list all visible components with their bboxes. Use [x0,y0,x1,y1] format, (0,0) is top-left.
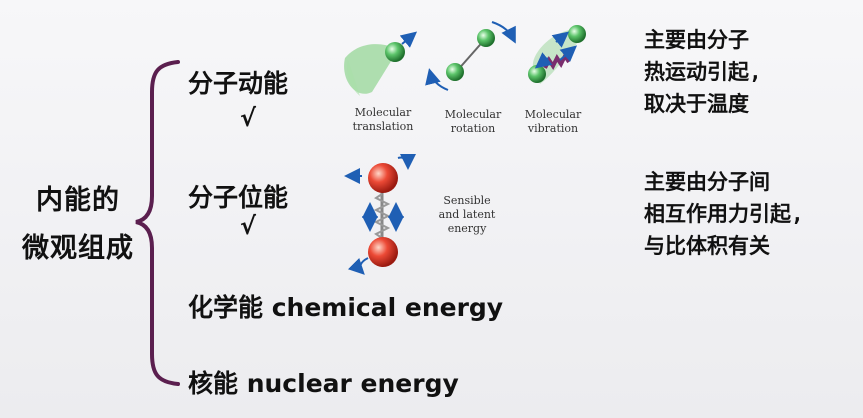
item-chemical-energy: 化学能 chemical energy [188,293,504,322]
translation-icon [344,31,418,96]
note-potential: 主要由分子间 相互作用力引起, 与比体积有关 [644,170,804,258]
item-potential-energy: 分子位能 [188,183,289,212]
title-line1: 内能的 [36,185,120,216]
item-nuclear-energy: 核能 nuclear energy [188,369,459,398]
caption-vibration: Molecular vibration [524,108,582,135]
item-kinetic-energy: 分子动能 [188,69,289,98]
note-kinetic: 主要由分子 热运动引起, 取决于温度 [644,28,762,116]
caption-translation: Molecular translation [352,106,414,133]
curly-bracket [135,60,180,386]
caption-sensible-latent: Sensible and latent energy [438,194,496,235]
caption-rotation: Molecular rotation [444,108,502,135]
rotation-icon [425,21,516,91]
potential-check: √ [240,212,257,240]
vibration-icon [528,25,586,84]
potential-energy-icon [344,153,416,275]
title-line2: 微观组成 [22,233,134,264]
kinetic-check: √ [240,104,257,132]
